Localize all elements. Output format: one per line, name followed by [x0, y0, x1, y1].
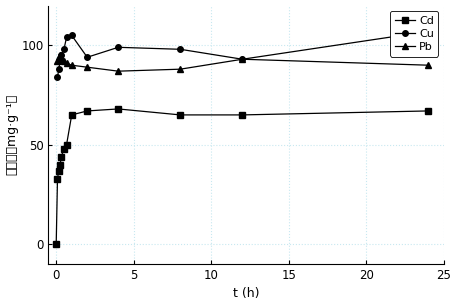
Cd: [116, 107, 121, 111]
Pb: [239, 58, 245, 61]
Cu: [116, 46, 121, 49]
Cu: [55, 75, 60, 79]
Pb: [116, 69, 121, 73]
Cu: [58, 54, 64, 57]
Pb: [57, 54, 63, 57]
Cd: [56, 169, 62, 172]
Line: Pb: Pb: [55, 53, 431, 74]
Cu: [426, 30, 431, 33]
Cu: [178, 47, 183, 51]
Cd: [55, 177, 60, 180]
Cu: [61, 47, 67, 51]
Cd: [85, 109, 90, 113]
Cd: [69, 113, 74, 117]
Cd: [426, 109, 431, 113]
Line: Cd: Cd: [53, 106, 431, 247]
Cu: [239, 58, 245, 61]
Pb: [61, 59, 67, 63]
Pb: [55, 59, 60, 63]
Pb: [85, 65, 90, 69]
Cd: [239, 113, 245, 117]
Pb: [58, 55, 64, 59]
Cd: [61, 147, 67, 151]
Cu: [69, 34, 74, 37]
Pb: [69, 63, 74, 67]
Cu: [56, 67, 62, 71]
Y-axis label: 吸附量（mg·g⁻¹）: 吸附量（mg·g⁻¹）: [5, 94, 19, 175]
Cd: [57, 163, 63, 166]
Cd: [178, 113, 183, 117]
Line: Cu: Cu: [55, 29, 431, 80]
X-axis label: t (h): t (h): [233, 287, 260, 300]
Pb: [56, 55, 62, 59]
Cu: [57, 59, 63, 63]
Legend: Cd, Cu, Pb: Cd, Cu, Pb: [390, 11, 438, 57]
Cd: [64, 143, 69, 147]
Pb: [64, 62, 69, 65]
Cu: [64, 35, 69, 39]
Cd: [58, 155, 64, 159]
Pb: [426, 63, 431, 67]
Cd: [53, 242, 59, 246]
Cu: [85, 55, 90, 59]
Pb: [178, 67, 183, 71]
